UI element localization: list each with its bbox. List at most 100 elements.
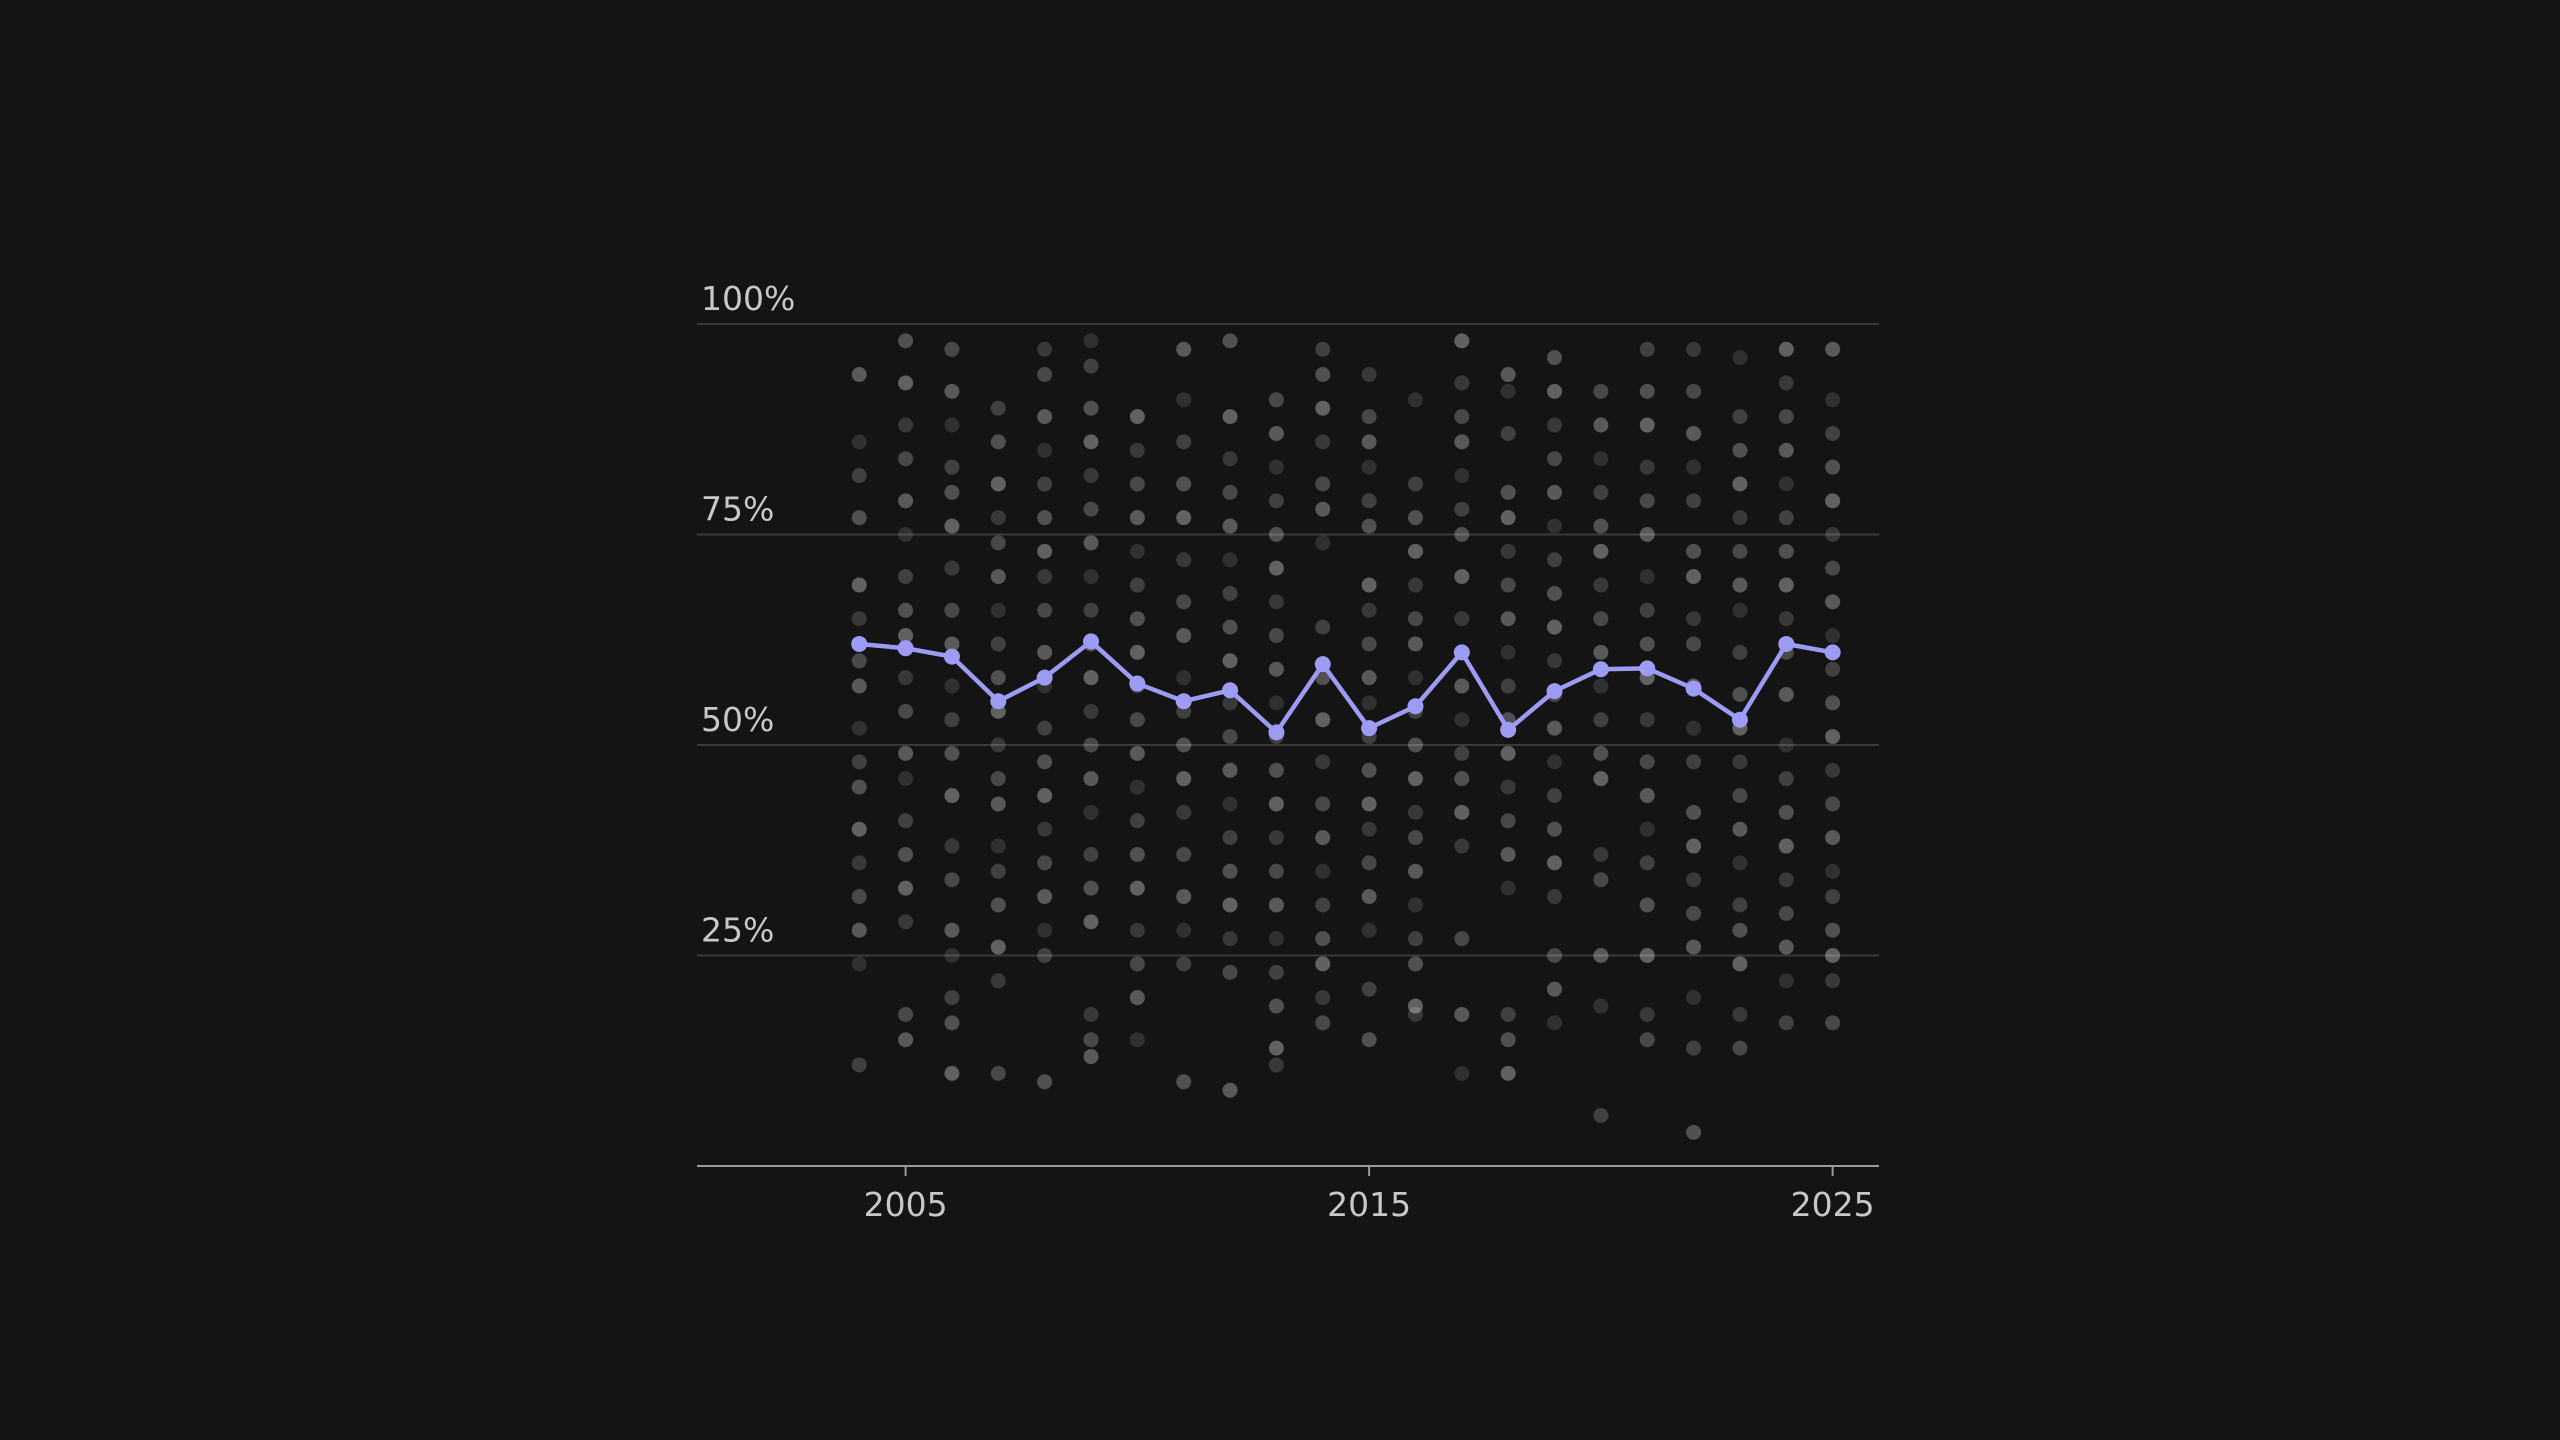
scatter-point-2016-17 [1407, 998, 1423, 1014]
scatter-point-2014-12 [1315, 830, 1331, 846]
scatter-point-2024-11 [1778, 737, 1794, 753]
scatter-point-2004-7 [851, 678, 867, 694]
scatter-point-2012-14 [1222, 863, 1238, 879]
scatter-point-2020-15 [1593, 948, 1609, 963]
scatter-point-2011-11 [1176, 771, 1192, 787]
scatter-point-2004-6 [851, 653, 867, 669]
scatter-point-2018-8 [1500, 644, 1516, 660]
scatter-point-2024-18 [1778, 973, 1794, 989]
scatter-point-2016-16 [1407, 956, 1423, 972]
mean-point-2009 [1083, 633, 1099, 650]
scatter-point-2007-11 [990, 771, 1006, 787]
scatter-point-2025-5 [1825, 527, 1841, 542]
scatter-point-2020-13 [1593, 846, 1609, 862]
scatter-point-2009-8 [1083, 602, 1099, 618]
scatter-point-2017-1 [1454, 375, 1470, 391]
scatter-point-2018-7 [1500, 611, 1516, 627]
scatter-point-2009-14 [1083, 804, 1099, 820]
scatter-point-2017-17 [1454, 1006, 1470, 1022]
scatter-point-2006-16 [944, 948, 960, 963]
scatter-point-2022-4 [1686, 493, 1702, 509]
scatter-point-2015-0 [1361, 367, 1377, 383]
scatter-point-2012-9 [1222, 695, 1238, 711]
scatter-point-2017-3 [1454, 434, 1470, 450]
scatter-point-2011-17 [1176, 1074, 1192, 1090]
scatter-point-2010-0 [1129, 409, 1145, 425]
scatter-point-2014-0 [1315, 341, 1331, 357]
scatter-point-2015-8 [1361, 636, 1377, 652]
scatter-point-2024-12 [1778, 771, 1794, 787]
scatter-point-2006-4 [944, 484, 960, 500]
scatter-point-2011-10 [1176, 737, 1192, 753]
scatter-point-2016-14 [1407, 897, 1423, 913]
scatter-point-2020-8 [1593, 644, 1609, 660]
scatter-point-2017-14 [1454, 804, 1470, 820]
scatter-point-2007-7 [990, 636, 1006, 652]
mean-point-2008 [1036, 669, 1053, 686]
scatter-point-2006-12 [944, 788, 960, 804]
scatter-point-2013-0 [1268, 392, 1284, 408]
scatter-point-2012-18 [1222, 1082, 1238, 1098]
scatter-point-2025-10 [1825, 695, 1841, 711]
scatter-point-2012-8 [1222, 653, 1238, 669]
scatter-point-2012-3 [1222, 484, 1238, 500]
scatter-point-2015-9 [1361, 670, 1377, 686]
scatter-point-2022-13 [1686, 838, 1702, 854]
scatter-point-2014-10 [1315, 754, 1331, 770]
scatter-point-2005-10 [898, 703, 914, 719]
scatter-point-2017-10 [1454, 678, 1470, 694]
scatter-point-2020-2 [1593, 451, 1609, 467]
scatter-point-2025-6 [1825, 560, 1841, 576]
scatter-point-2009-11 [1083, 703, 1099, 719]
scatter-point-2019-19 [1547, 1015, 1563, 1031]
scatter-point-2014-13 [1315, 863, 1331, 879]
scatter-point-2021-0 [1639, 341, 1655, 357]
y-tick-label-50: 50% [701, 700, 774, 739]
scatter-point-2024-10 [1778, 686, 1794, 702]
scatter-point-2016-6 [1407, 636, 1423, 652]
scatter-point-2020-11 [1593, 745, 1609, 761]
scatter-point-2020-4 [1593, 518, 1609, 534]
scatter-point-2005-16 [898, 914, 914, 930]
scatter-point-2021-15 [1639, 897, 1655, 913]
scatter-point-2011-2 [1176, 434, 1192, 450]
scatter-point-2022-14 [1686, 872, 1702, 888]
scatter-point-2017-0 [1454, 333, 1470, 349]
scatter-point-2022-17 [1686, 990, 1702, 1006]
scatter-point-2023-13 [1732, 821, 1748, 837]
scatter-point-2013-9 [1268, 695, 1284, 711]
scatter-point-2018-9 [1500, 678, 1516, 694]
scatter-point-2022-0 [1686, 341, 1702, 357]
scatter-point-2024-15 [1778, 872, 1794, 888]
scatter-point-2024-1 [1778, 375, 1794, 391]
scatter-point-2020-16 [1593, 998, 1609, 1014]
scatter-point-2007-8 [990, 670, 1006, 686]
scatter-point-2004-0 [851, 367, 867, 383]
scatter-point-2015-12 [1361, 762, 1377, 778]
scatter-point-2017-11 [1454, 712, 1470, 728]
scatter-point-2025-4 [1825, 493, 1841, 509]
scatter-point-2012-4 [1222, 518, 1238, 534]
scatter-point-2020-0 [1593, 383, 1609, 399]
scatter-point-2025-3 [1825, 459, 1841, 475]
scatter-point-2007-3 [990, 510, 1006, 526]
scatter-point-2010-9 [1129, 712, 1145, 728]
scatter-point-2012-11 [1222, 762, 1238, 778]
scatter-point-2017-4 [1454, 468, 1470, 484]
scatter-point-2004-2 [851, 468, 867, 484]
scatter-point-2019-15 [1547, 855, 1563, 871]
scatter-point-2023-7 [1732, 602, 1748, 618]
scatter-point-2021-12 [1639, 788, 1655, 804]
scatter-point-2010-4 [1129, 543, 1145, 559]
scatter-point-2013-11 [1268, 762, 1284, 778]
scatter-point-2017-7 [1454, 569, 1470, 585]
scatter-point-2020-6 [1593, 577, 1609, 593]
mean-point-2024 [1778, 635, 1795, 652]
scatter-point-2014-9 [1315, 712, 1331, 728]
scatter-point-2009-5 [1083, 501, 1099, 517]
scatter-point-2019-1 [1547, 383, 1563, 399]
scatter-point-2009-0 [1083, 333, 1099, 349]
scatter-point-2014-17 [1315, 990, 1331, 1006]
scatter-point-2015-6 [1361, 577, 1377, 593]
